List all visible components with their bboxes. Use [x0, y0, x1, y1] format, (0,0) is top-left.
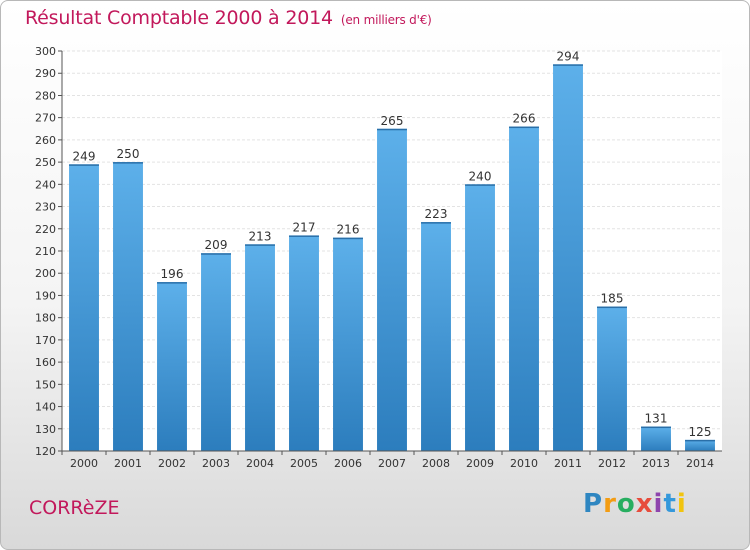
x-tick-label: 2010 [510, 457, 538, 470]
x-tick-label: 2005 [290, 457, 318, 470]
bar-top-edge [509, 126, 539, 129]
y-tick-label: 270 [35, 112, 56, 125]
bar-top-edge [113, 162, 143, 164]
bar [113, 162, 143, 451]
x-tick-label: 2004 [246, 457, 274, 470]
bar [333, 237, 363, 451]
logo-letter: r [603, 489, 617, 519]
data-label: 216 [337, 223, 360, 237]
data-label: 217 [293, 220, 316, 234]
y-tick-label: 150 [35, 378, 56, 391]
bar [641, 426, 671, 451]
bar [69, 164, 99, 452]
y-tick-label: 190 [35, 289, 56, 302]
bar-top-edge [157, 282, 187, 284]
bar [553, 64, 583, 452]
x-tick-label: 2006 [334, 457, 362, 470]
x-tick-label: 2008 [422, 457, 450, 470]
x-tick-label: 2000 [70, 457, 98, 470]
y-tick-label: 180 [35, 312, 56, 325]
data-label: 240 [469, 169, 492, 183]
bar-top-edge [421, 222, 451, 224]
x-tick-label: 2001 [114, 457, 142, 470]
y-tick-label: 230 [35, 201, 56, 214]
y-tick-label: 130 [35, 423, 56, 436]
data-label: 250 [117, 147, 140, 161]
bar [509, 126, 539, 452]
data-label: 125 [689, 425, 712, 439]
x-axis: 2000 2001 2002 2003 2004 2005 2006 2007 2008 2009… [61, 450, 722, 470]
bar [157, 282, 187, 451]
proxiti-logo: Proxiti [583, 489, 687, 519]
data-label: 249 [73, 149, 96, 163]
x-tick-label: 2011 [554, 457, 582, 470]
y-tick-label: 210 [35, 245, 56, 258]
data-label: 196 [161, 267, 184, 281]
y-tick-label: 160 [35, 356, 56, 369]
chart-title-text: Résultat Comptable 2000 à 2014 [25, 7, 333, 29]
data-label: 266 [513, 112, 536, 126]
logo-letter: x [635, 489, 654, 519]
chart-subtitle: (en milliers d'€) [340, 13, 432, 27]
x-tick-label: 2003 [202, 457, 230, 470]
y-tick-label: 140 [35, 401, 56, 414]
bar-top-edge [333, 237, 363, 240]
y-tick-label: 250 [35, 156, 56, 169]
bar-top-edge [69, 164, 99, 166]
logo-letter: o [616, 489, 636, 519]
data-label: 213 [249, 229, 272, 243]
data-label: 131 [645, 412, 668, 426]
y-tick-label: 170 [35, 334, 56, 347]
bar-top-edge [641, 426, 671, 429]
y-tick-label: 290 [35, 67, 56, 80]
y-tick-label: 240 [35, 178, 56, 191]
y-tick-label: 280 [35, 89, 56, 102]
bar-top-edge [685, 439, 715, 442]
y-tick-label: 260 [35, 134, 56, 147]
x-tick-label: 2007 [378, 457, 406, 470]
y-tick-label: 200 [35, 267, 56, 280]
bar [201, 253, 231, 451]
bar [465, 184, 495, 452]
bar [377, 128, 407, 451]
data-label: 294 [557, 49, 580, 63]
chart-title: Résultat Comptable 2000 à 2014 (en millie… [25, 7, 432, 29]
logo-letter: P [583, 489, 604, 519]
bar [289, 235, 319, 451]
data-label: 223 [425, 207, 448, 221]
data-label: 265 [381, 114, 404, 128]
logo-letter: t [663, 489, 677, 519]
y-tick-label: 300 [35, 45, 56, 58]
bar [597, 306, 627, 451]
bar [685, 439, 715, 451]
y-tick-label: 120 [35, 445, 56, 458]
bar [245, 244, 275, 451]
x-tick-label: 2012 [598, 457, 626, 470]
x-tick-label: 2013 [642, 457, 670, 470]
bar-top-edge [201, 253, 231, 255]
bar-top-edge [553, 64, 583, 66]
bar-top-edge [289, 235, 319, 237]
bar-top-edge [597, 306, 627, 309]
bar [421, 222, 451, 451]
region-name: CORRèZE [29, 497, 120, 519]
logo-letter: i [653, 489, 664, 519]
x-tick-label: 2009 [466, 457, 494, 470]
bars: 249 250 196 209 213 217 216 265 223 240 266 294 185 1… [69, 49, 715, 452]
bar-top-edge [377, 128, 407, 131]
data-label: 209 [205, 238, 228, 252]
bar-top-edge [245, 244, 275, 246]
bar-top-edge [465, 184, 495, 186]
y-tick-label: 220 [35, 223, 56, 236]
x-tick-label: 2002 [158, 457, 186, 470]
data-label: 185 [601, 292, 624, 306]
y-axis: 120 130 140 150 160 170 180 190 200 210 220 230 240 2… [35, 45, 63, 458]
logo-letter: i [676, 489, 687, 519]
x-tick-label: 2014 [686, 457, 714, 470]
